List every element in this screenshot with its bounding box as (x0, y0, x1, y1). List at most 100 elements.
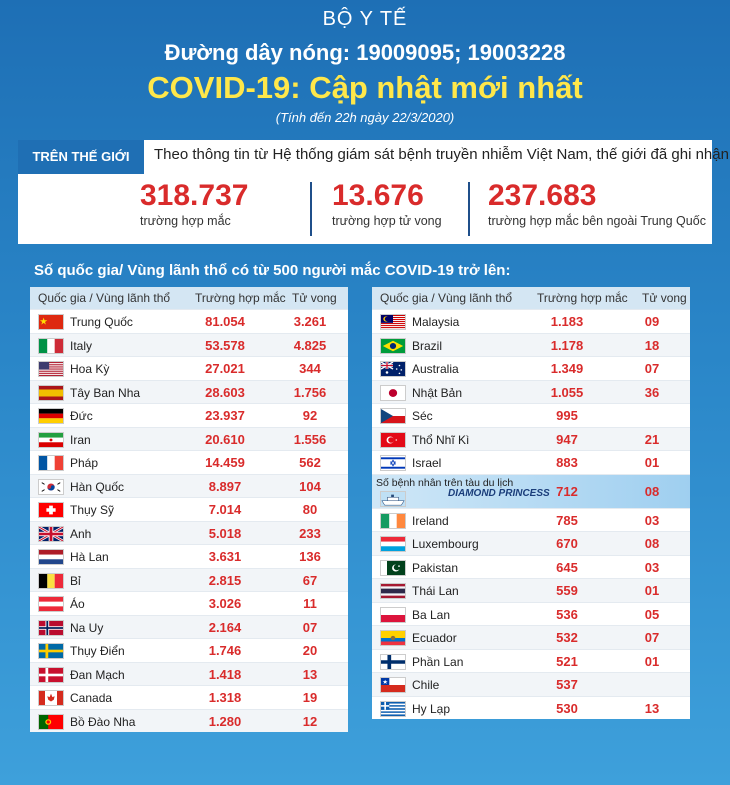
death-count: 07 (644, 361, 660, 376)
ireland-flag-icon (380, 512, 406, 529)
death-count: 08 (644, 483, 660, 499)
death-count: 80 (302, 502, 318, 517)
sweden-flag-icon (38, 643, 64, 659)
country-name: Bỉ (70, 573, 81, 588)
death-count: 13 (644, 700, 660, 716)
cruise-ship-icon (380, 490, 406, 507)
table-row: Na Uy 2.164 07 (30, 614, 348, 638)
death-count: 13 (302, 666, 318, 682)
table-row: Bồ Đào Nha 1.280 12 (30, 708, 348, 732)
uk-flag-icon (38, 525, 64, 542)
country-name: Iran (70, 432, 91, 447)
table-row: Áo 3.026 11 (30, 591, 348, 615)
country-name: Italy (70, 338, 93, 353)
case-count: 530 (556, 700, 578, 716)
case-count: 2.815 (208, 572, 242, 588)
death-count: 104 (299, 478, 321, 494)
country-name: Canada (70, 691, 113, 705)
table-row: Italy 53.578 4.825 (30, 332, 348, 356)
country-name: Trung Quốc (70, 315, 133, 329)
country-name: Bồ Đào Nha (70, 714, 136, 729)
portugal-flag-icon (38, 713, 64, 730)
turkey-flag-icon (380, 431, 406, 448)
australia-flag-icon (380, 361, 406, 377)
case-count: 883 (556, 455, 578, 470)
death-count: 92 (302, 408, 318, 423)
section-title: Số quốc gia/ Vùng lãnh thổ có từ 500 ngư… (34, 262, 511, 279)
table-row: Thụy Điển 1.746 20 (30, 638, 348, 662)
country-name: Pháp (70, 456, 99, 470)
case-count: 995 (556, 408, 578, 423)
table-row: Thụy Sỹ 7.014 80 (30, 497, 348, 521)
death-count: 1.756 (293, 384, 327, 400)
table-row: Iran 20.610 1.556 (30, 426, 348, 450)
country-name: Israel (412, 456, 442, 470)
country-name: Thụy Sỹ (70, 503, 115, 517)
case-count: 645 (556, 559, 578, 575)
table-row: Nhật Bản 1.055 36 (372, 379, 690, 403)
death-count: 344 (299, 361, 321, 376)
case-count: 559 (556, 583, 578, 598)
table-row: Thổ Nhĩ Kì 947 21 (372, 426, 690, 450)
table-row: Anh 5.018 233 (30, 520, 348, 544)
case-count: 1.178 (550, 337, 584, 353)
death-count: 18 (644, 337, 660, 353)
usa-flag-icon (38, 361, 64, 377)
table-row: Luxembourg 670 08 (372, 531, 690, 555)
country-name: Số bệnh nhân trên tàu du lịch (376, 476, 514, 489)
death-count: 08 (644, 536, 660, 551)
case-count: 3.026 (208, 596, 242, 611)
table-row: Đan Mạch 1.418 13 (30, 661, 348, 685)
country-table-right: Quốc gia / Vùng lãnh thổ Trường hợp mắc … (372, 287, 690, 719)
canada-flag-icon (38, 690, 64, 706)
case-count: 2.164 (208, 619, 242, 635)
case-count: 23.937 (205, 408, 245, 423)
case-count: 1.349 (550, 361, 584, 376)
luxembourg-flag-icon (380, 536, 406, 552)
austria-flag-icon (38, 596, 64, 612)
stat-value: 237.683 (488, 179, 597, 212)
thailand-flag-icon (380, 583, 406, 599)
table-row: Thái Lan 559 01 (372, 578, 690, 602)
death-count: 01 (644, 583, 660, 598)
case-count: 537 (556, 677, 578, 692)
country-name: Ba Lan (412, 607, 451, 622)
country-name: Thụy Điển (70, 644, 125, 658)
stat-outside-china: 237.683 trường hợp mắc bên ngoài Trung Q… (488, 179, 706, 229)
death-count: 67 (302, 572, 318, 588)
stat-label: trường hợp tử vong (332, 214, 442, 228)
case-count: 1.055 (550, 384, 584, 400)
death-count: 1.556 (293, 431, 327, 447)
death-count: 07 (644, 630, 660, 645)
ship-name: DIAMOND PRINCESS (448, 487, 550, 499)
italy-flag-icon (38, 337, 64, 354)
country-name: Phần Lan (412, 654, 464, 669)
case-count: 28.603 (205, 384, 245, 400)
table-header: Quốc gia / Vùng lãnh thổ Trường hợp mắc … (30, 287, 348, 309)
table-row: Brazil 1.178 18 (372, 332, 690, 356)
stat-value: 318.737 (140, 179, 249, 212)
case-count: 1.183 (550, 314, 584, 329)
death-count: 20 (302, 643, 318, 658)
death-count: 233 (299, 525, 321, 541)
malaysia-flag-icon (380, 314, 406, 330)
death-count: 12 (302, 713, 318, 729)
as-of-date: (Tính đến 22h ngày 22/3/2020) (275, 110, 455, 125)
country-table-left: Quốc gia / Vùng lãnh thổ Trường hợp mắc … (30, 287, 348, 732)
ecuador-flag-icon (380, 630, 406, 646)
case-count: 1.318 (208, 690, 242, 705)
header-country: Quốc gia / Vùng lãnh thổ (38, 291, 171, 305)
header: BỘ Y TẾ Đường dây nóng: 19009095; 190032… (0, 0, 730, 140)
death-count: 562 (299, 455, 321, 470)
stat-cases: 318.737 trường hợp mắc (140, 179, 249, 229)
org-name: BỘ Y TẾ (322, 8, 408, 30)
country-name: Brazil (412, 338, 443, 353)
country-name: Hàn Quốc (70, 479, 125, 494)
case-count: 27.021 (205, 361, 245, 376)
case-count: 536 (556, 606, 578, 622)
case-count: 7.014 (208, 502, 242, 517)
table-row: Malaysia 1.183 09 (372, 309, 690, 333)
case-count: 521 (556, 653, 578, 669)
death-count: 01 (644, 455, 660, 470)
denmark-flag-icon (38, 666, 64, 683)
